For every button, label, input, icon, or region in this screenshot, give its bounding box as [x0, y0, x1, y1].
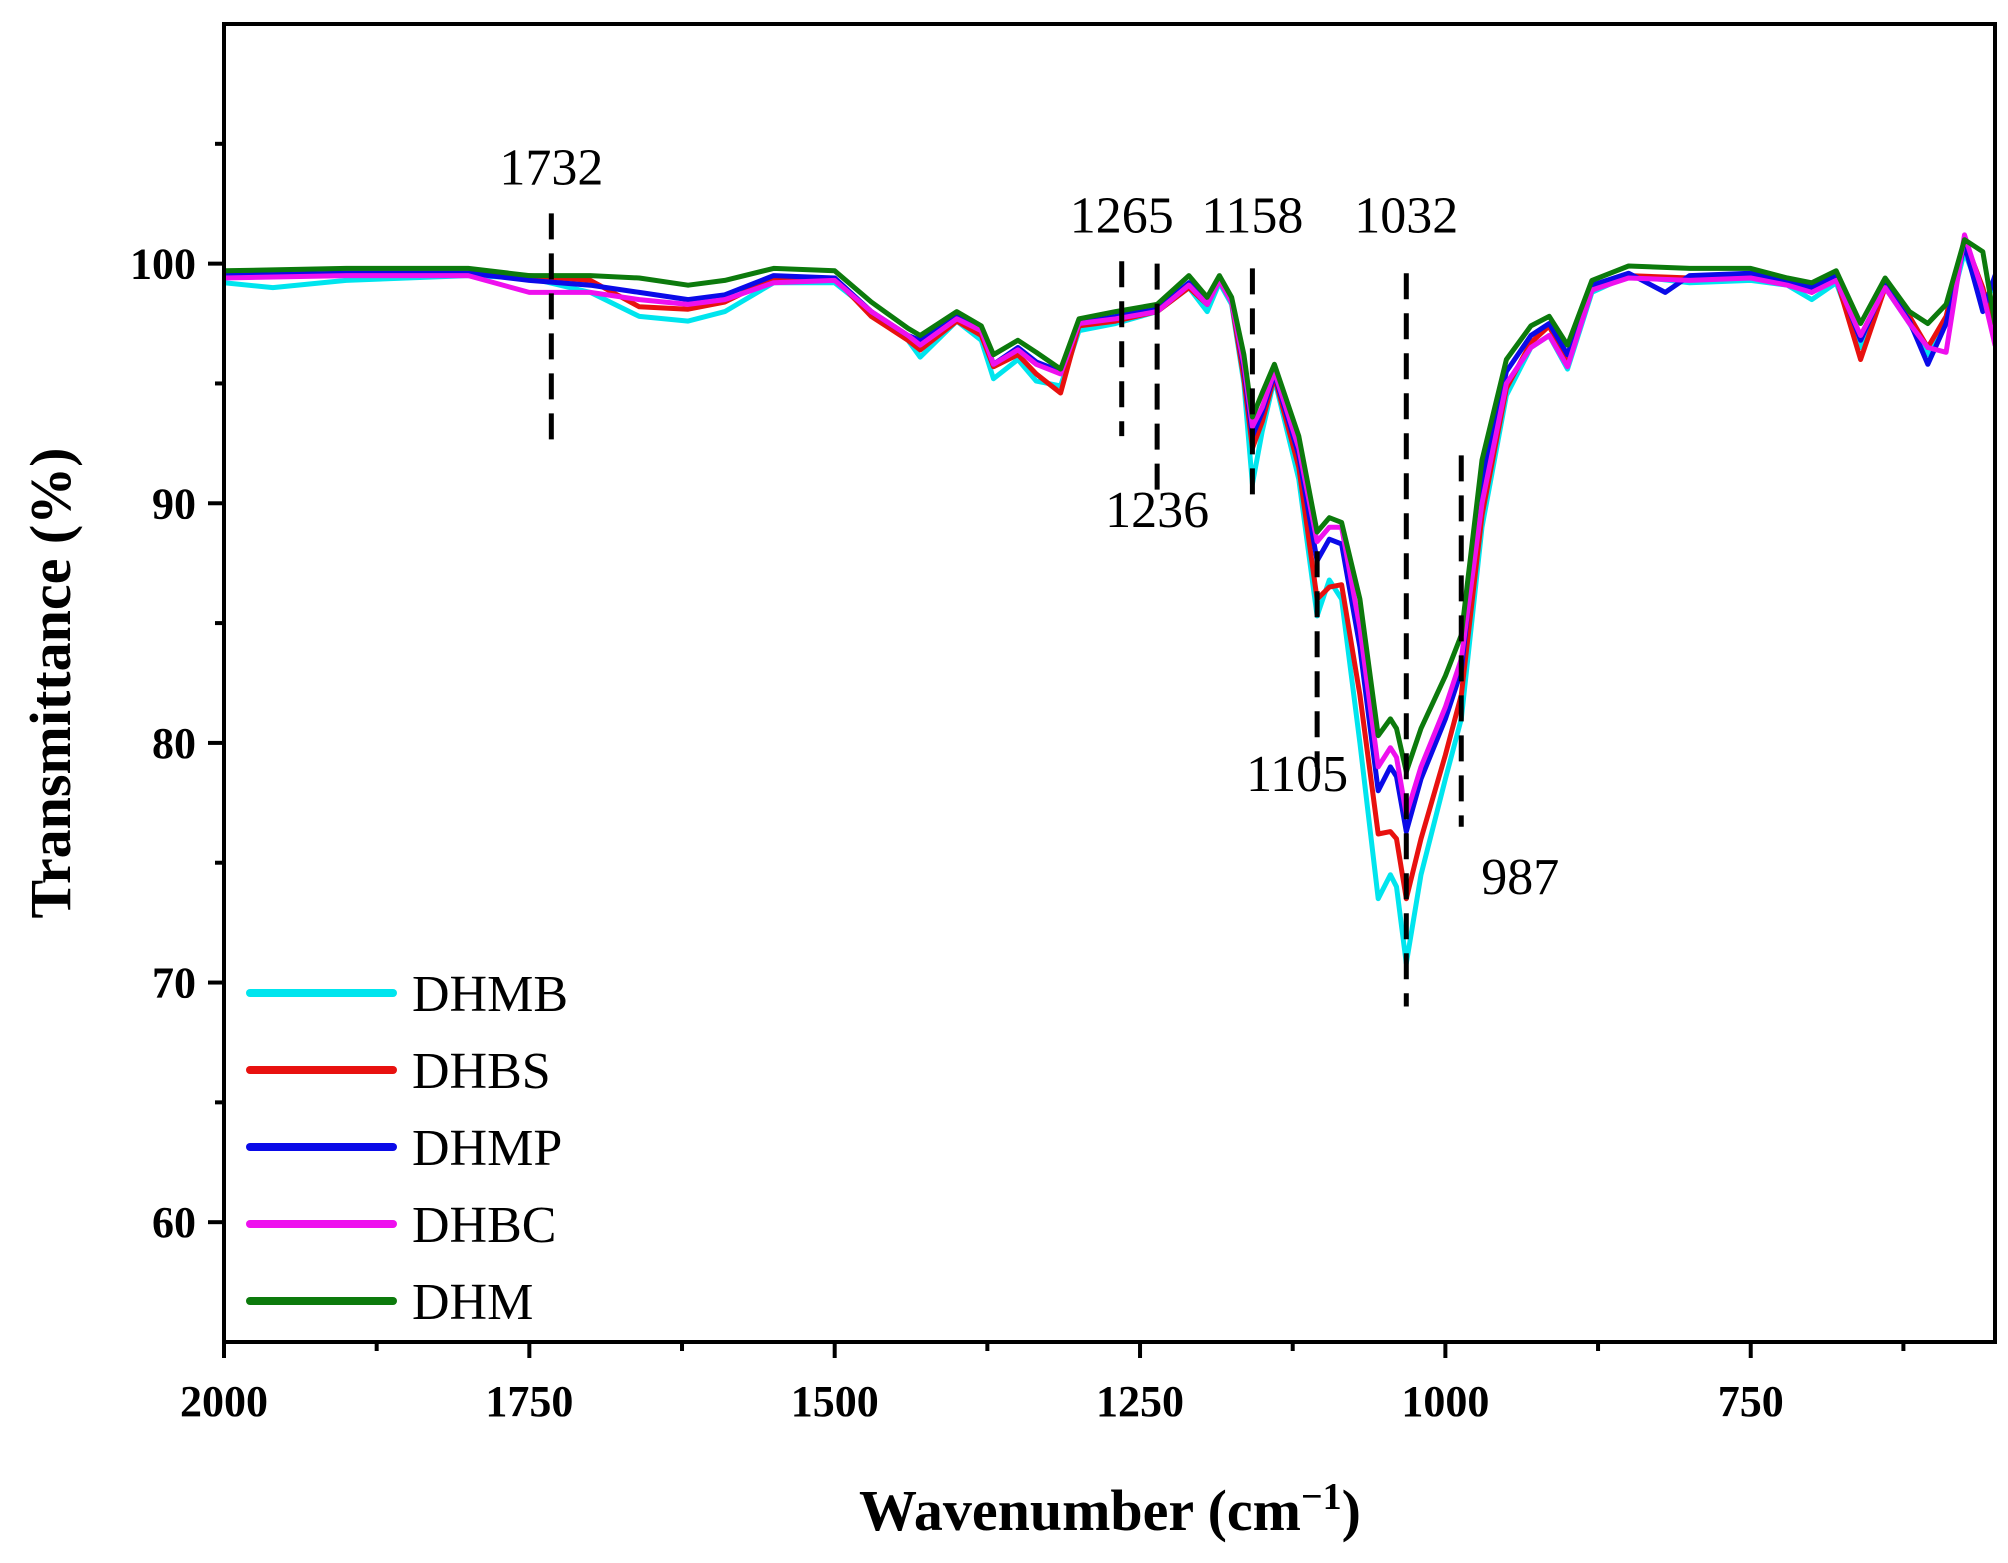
series-line-dhbs: [224, 237, 1995, 902]
x-tick-label: 1250: [1096, 1377, 1184, 1426]
y-axis-title: Transmittance (%): [18, 448, 83, 919]
y-tick-label: 70: [152, 959, 196, 1008]
x-tick-label: 750: [1718, 1377, 1784, 1426]
legend-label: DHMB: [412, 966, 568, 1023]
series-layer: [224, 232, 1995, 966]
annotation-layer: 1732 1265 1236 1158 1105 1032 987: [499, 140, 1559, 1007]
legend-label: DHM: [412, 1274, 533, 1331]
x-tick-label: 1750: [485, 1377, 573, 1426]
x-axis-title: Wavenumber (cm−1): [859, 1476, 1361, 1543]
x-tick-label: 2000: [180, 1377, 268, 1426]
series-line-dhm: [224, 237, 1995, 775]
y-tick-label: 80: [152, 719, 196, 768]
legend: DHMB DHBS DHMP DHBC DHM: [246, 966, 568, 1331]
series-line-dhmb: [224, 249, 1995, 966]
x-tick-label: 1500: [791, 1377, 879, 1426]
annotation-label: 1732: [499, 140, 603, 197]
legend-label: DHBS: [412, 1043, 551, 1100]
annotation-label: 1265: [1070, 187, 1174, 244]
y-tick-label: 60: [152, 1198, 196, 1247]
x-tick-label: 1000: [1401, 1377, 1489, 1426]
y-tick-label: 100: [130, 240, 196, 289]
ticks-layer: 2000 1750 1500 1250 1000 750 60 70 80 90 100: [130, 141, 1906, 1426]
annotation-label: 1032: [1354, 187, 1458, 244]
legend-label: DHMP: [412, 1120, 562, 1177]
y-tick-label: 90: [152, 479, 196, 528]
plot-frame: [222, 22, 1997, 1344]
annotation-label: 987: [1481, 849, 1559, 906]
annotation-label: 1105: [1246, 746, 1348, 803]
annotation-label: 1236: [1105, 482, 1209, 539]
annotation-label: 1158: [1201, 187, 1303, 244]
legend-label: DHBC: [412, 1197, 556, 1254]
